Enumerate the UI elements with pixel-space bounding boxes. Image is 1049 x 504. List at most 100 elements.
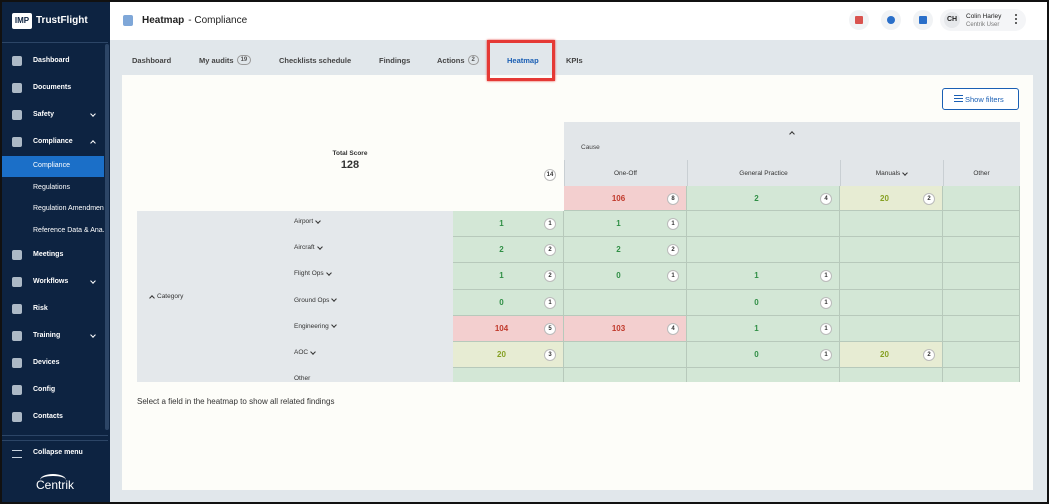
row-total-cell[interactable]: 20 3 (453, 342, 564, 369)
heatmap-cell[interactable] (943, 368, 1020, 382)
row-label[interactable]: Ground Ops (294, 296, 338, 304)
menu-item[interactable]: Safety (2, 102, 104, 129)
menu-item[interactable]: Risk (2, 296, 104, 323)
submenu-item[interactable]: Regulation Amendments (2, 199, 104, 221)
row-label-text: AOC (294, 349, 309, 356)
heatmap-cell[interactable] (840, 368, 943, 382)
heatmap-cell[interactable] (943, 289, 1020, 316)
menu-item[interactable]: Config (2, 377, 104, 404)
menu-label: Risk (33, 305, 48, 312)
cell-value: 2 (754, 193, 759, 203)
heatmap-cell[interactable] (840, 263, 943, 290)
hint-text: Select a field in the heatmap to show al… (137, 397, 335, 406)
heatmap-cell[interactable] (564, 289, 687, 316)
heatmap-cell[interactable] (943, 342, 1020, 369)
heatmap-cell[interactable] (943, 237, 1020, 264)
menu-item[interactable]: Documents (2, 75, 104, 102)
menu-item[interactable]: Dashboard (2, 48, 104, 75)
menu-item[interactable]: Meetings (2, 242, 104, 269)
column-header: Other (943, 170, 1020, 177)
header-icon-button[interactable] (849, 10, 869, 30)
badge: 14 (544, 169, 556, 181)
tab[interactable]: Actions 2 (437, 54, 479, 66)
user-role: Centrik User (966, 22, 1000, 28)
tab[interactable]: Findings (379, 54, 410, 66)
tab[interactable]: My audits 19 (199, 54, 252, 66)
header-icon-button[interactable] (881, 10, 901, 30)
menu-item[interactable]: Compliance (2, 129, 104, 156)
row-group-label: Category (157, 293, 184, 300)
total-label: Total Score (332, 150, 368, 157)
submenu-item[interactable]: Compliance (2, 155, 104, 177)
badge: 8 (667, 192, 679, 205)
menu-item[interactable]: Training (2, 323, 104, 350)
heatmap-cell[interactable] (943, 315, 1020, 342)
column-total-cell[interactable]: 106 8 (564, 186, 687, 211)
heatmap-cell[interactable]: 103 4 (564, 315, 687, 342)
column-total-cell[interactable] (943, 186, 1020, 211)
column-total-cell[interactable]: 20 2 (840, 186, 943, 211)
column-divider (687, 160, 688, 186)
heatmap-cell[interactable]: 20 2 (840, 342, 943, 369)
show-filters-button[interactable]: Show filters (942, 88, 1019, 110)
row-total-cell[interactable]: 104 5 (453, 315, 564, 342)
tab[interactable]: Checklists schedule (279, 54, 351, 66)
user-menu[interactable]: CH Colin Harley Centrik User (940, 9, 1026, 31)
menu-label: Reference Data & Ana... (33, 226, 104, 234)
row-label[interactable]: AOC (294, 348, 316, 356)
heatmap-cell[interactable] (687, 211, 840, 238)
cell-value: 0 (754, 350, 759, 360)
menu-item[interactable]: Contacts (2, 404, 104, 431)
heatmap-cell[interactable] (687, 237, 840, 264)
heatmap-cell[interactable] (840, 211, 943, 238)
menu-label: Regulations (33, 183, 70, 191)
heatmap-cell[interactable] (943, 263, 1020, 290)
row-group-toggle[interactable]: Category (149, 293, 184, 301)
heatmap-cell[interactable] (840, 289, 943, 316)
tab-label: Dashboard (132, 55, 172, 65)
user-initials: CH (944, 12, 960, 28)
heatmap-cell[interactable] (943, 211, 1020, 238)
row-label[interactable]: Flight Ops (294, 270, 332, 277)
heatmap-cell[interactable] (564, 368, 687, 382)
column-header[interactable]: Manuals (840, 169, 943, 177)
header-icon-button[interactable] (913, 10, 933, 30)
collapse-menu[interactable]: Collapse menu (2, 446, 104, 462)
tab[interactable]: KPIs (566, 54, 583, 66)
icon (855, 16, 863, 24)
row-total-cell[interactable] (453, 368, 564, 382)
heatmap-cell[interactable] (564, 342, 687, 369)
tab[interactable]: Dashboard (132, 54, 171, 66)
cell-value: 1 (499, 219, 504, 229)
tab[interactable]: Heatmap (507, 54, 539, 66)
submenu-item[interactable]: Regulations (2, 177, 104, 199)
cell-value: 0 (499, 297, 504, 307)
badge: 4 (667, 322, 679, 335)
page-title: Heatmap - Compliance (142, 15, 247, 26)
column-group-label: Cause (581, 144, 600, 151)
menu-item[interactable]: Workflows (2, 269, 104, 296)
row-label[interactable]: Engineering (294, 322, 337, 330)
menu-icon (12, 83, 22, 93)
badge: 1 (544, 218, 556, 231)
heatmap-cell[interactable] (840, 237, 943, 264)
heatmap-cell[interactable] (840, 315, 943, 342)
menu-item[interactable]: Devices (2, 350, 104, 377)
row-label[interactable]: Airport (294, 217, 321, 225)
row-label[interactable]: Aircraft (294, 243, 323, 251)
submenu-item[interactable]: Reference Data & Ana... (2, 220, 104, 242)
heatmap-cell[interactable] (687, 368, 840, 382)
column-label: Other (973, 170, 990, 177)
